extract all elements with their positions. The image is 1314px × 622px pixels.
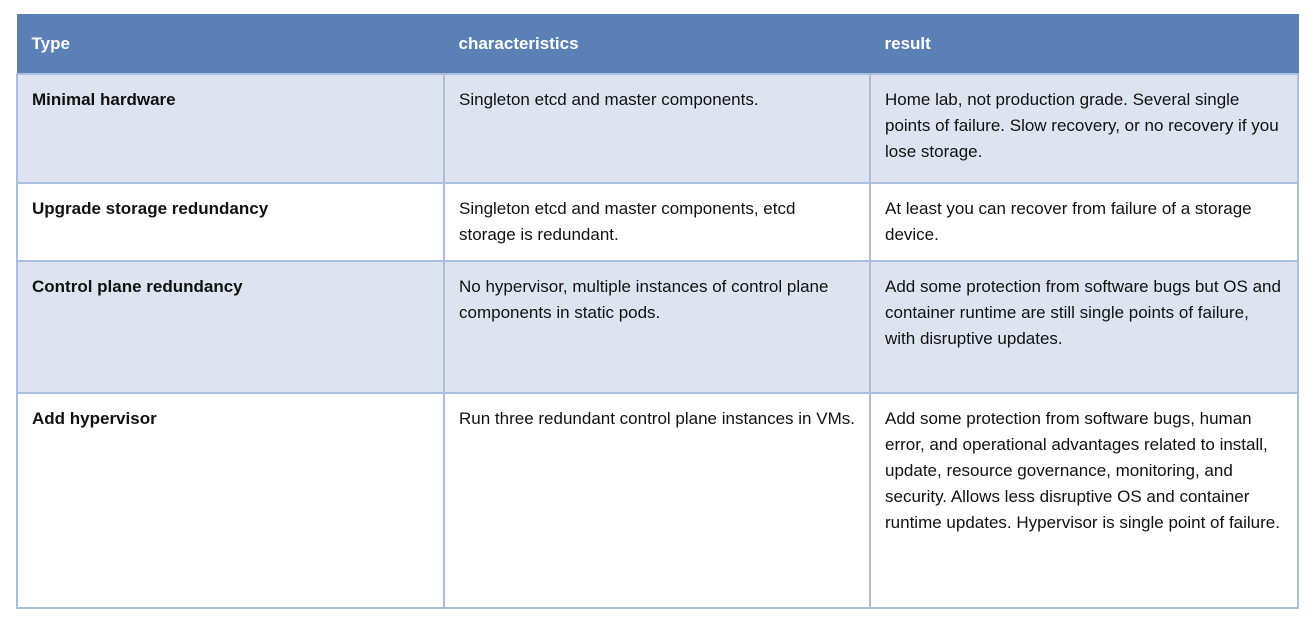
- cell-result: Home lab, not production grade. Several …: [869, 73, 1299, 184]
- header-row: Type characteristics result: [16, 14, 1299, 75]
- cell-result: Add some protection from software bugs b…: [869, 260, 1299, 394]
- cell-type: Add hypervisor: [16, 392, 445, 609]
- cell-type: Upgrade storage redundancy: [16, 182, 445, 262]
- table-row: Upgrade storage redundancy Singleton etc…: [16, 182, 1299, 262]
- redundancy-table: Type characteristics result Minimal hard…: [16, 14, 1299, 609]
- cell-characteristics: Singleton etcd and master components.: [443, 73, 871, 184]
- cell-characteristics: No hypervisor, multiple instances of con…: [443, 260, 871, 394]
- table-row: Minimal hardware Singleton etcd and mast…: [16, 73, 1299, 184]
- table-row: Add hypervisor Run three redundant contr…: [16, 392, 1299, 609]
- cell-type: Minimal hardware: [16, 73, 445, 184]
- cell-characteristics: Run three redundant control plane instan…: [443, 392, 871, 609]
- cell-characteristics: Singleton etcd and master components, et…: [443, 182, 871, 262]
- cell-type: Control plane redundancy: [16, 260, 445, 394]
- cell-result: Add some protection from software bugs, …: [869, 392, 1299, 609]
- table-row: Control plane redundancy No hypervisor, …: [16, 260, 1299, 394]
- header-type: Type: [16, 14, 445, 75]
- cell-result: At least you can recover from failure of…: [869, 182, 1299, 262]
- header-result: result: [869, 14, 1299, 75]
- header-characteristics: characteristics: [443, 14, 871, 75]
